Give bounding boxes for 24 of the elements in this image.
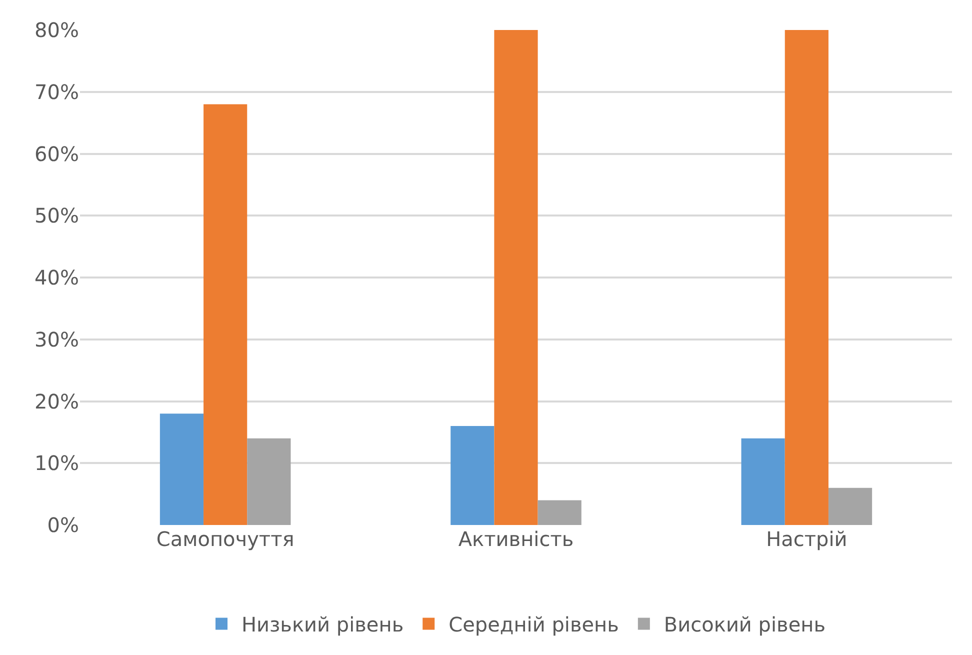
bar [538,500,582,525]
y-tick-label: 20% [34,389,79,414]
y-tick-label: 30% [34,327,79,352]
y-tick-label: 80% [34,18,79,42]
y-tick-label: 60% [34,142,79,166]
y-tick-label: 50% [34,204,79,228]
legend-label: Високий рівень [664,612,826,636]
legend-label: Середній рівень [448,612,619,636]
y-tick-label: 40% [34,266,79,290]
x-tick-label: Активність [458,527,574,551]
bar [247,438,291,525]
bar [494,30,538,525]
bar [450,426,494,525]
legend-label: Низький рівень [242,612,404,636]
y-tick-label: 70% [34,80,79,104]
x-tick-label: Настрій [766,527,848,551]
bar [741,438,785,525]
x-tick-label: Самопочуття [156,527,294,551]
bar [784,30,828,525]
y-tick-label: 10% [34,451,79,476]
bar [160,414,204,525]
y-tick-label: 0% [47,513,79,537]
bar [204,104,248,525]
bar [828,488,872,525]
